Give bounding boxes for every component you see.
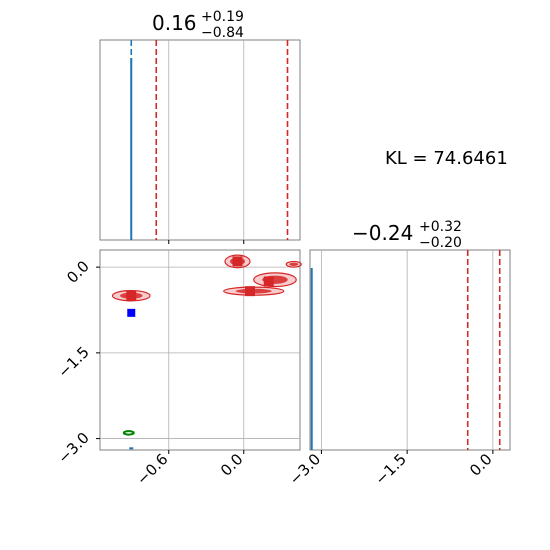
- x-tick-label: −1.5: [371, 450, 409, 488]
- x-tick-label: 0.0: [466, 450, 496, 480]
- panel-title-value: 0.16: [152, 11, 197, 35]
- x-tick-label: 0.0: [217, 450, 247, 480]
- y-tick-label: −3.0: [54, 429, 92, 467]
- x-tick-label: −3.0: [286, 450, 324, 488]
- panel-title-lower: −0.20: [419, 235, 462, 251]
- marginal-panel-param-2: −3.0 −1.5 0.0 −0.24 +0.32 −0.20: [286, 219, 511, 489]
- panel-title-lower: −0.84: [201, 25, 244, 41]
- joint-panel: −0.6 0.0 0.0 −1.5 −3.0: [54, 249, 302, 489]
- y-tick-label: −1.5: [54, 343, 92, 381]
- red-marker: [245, 286, 255, 297]
- panel-ticks: −3.0 −1.5 0.0: [286, 450, 496, 489]
- red-contour-inner: [289, 262, 299, 266]
- panel-frame: [99, 39, 301, 241]
- panel-grid: [100, 250, 300, 450]
- red-marker: [126, 290, 137, 301]
- panel-frame: [309, 249, 511, 451]
- kl-annotation: KL = 74.6461: [385, 148, 508, 169]
- y-tick-label: 0.0: [63, 257, 93, 287]
- panel-title-value: −0.24: [352, 221, 413, 245]
- marginal-panel-param-1: 0.16 +0.19 −0.84: [99, 9, 301, 244]
- panel-marks: [111, 254, 302, 450]
- green-contour: [122, 430, 135, 436]
- panel-grid: [168, 40, 245, 240]
- x-tick-label: −0.6: [133, 450, 171, 488]
- red-marker: [232, 256, 243, 267]
- panel-title-upper: +0.19: [201, 9, 244, 25]
- panel-grid: [321, 250, 494, 450]
- red-marker: [263, 276, 274, 287]
- panel-title-upper: +0.32: [419, 219, 462, 235]
- blue-square-marker: [127, 308, 136, 317]
- panel-lines: [310, 250, 501, 450]
- panel-lines: [130, 40, 289, 244]
